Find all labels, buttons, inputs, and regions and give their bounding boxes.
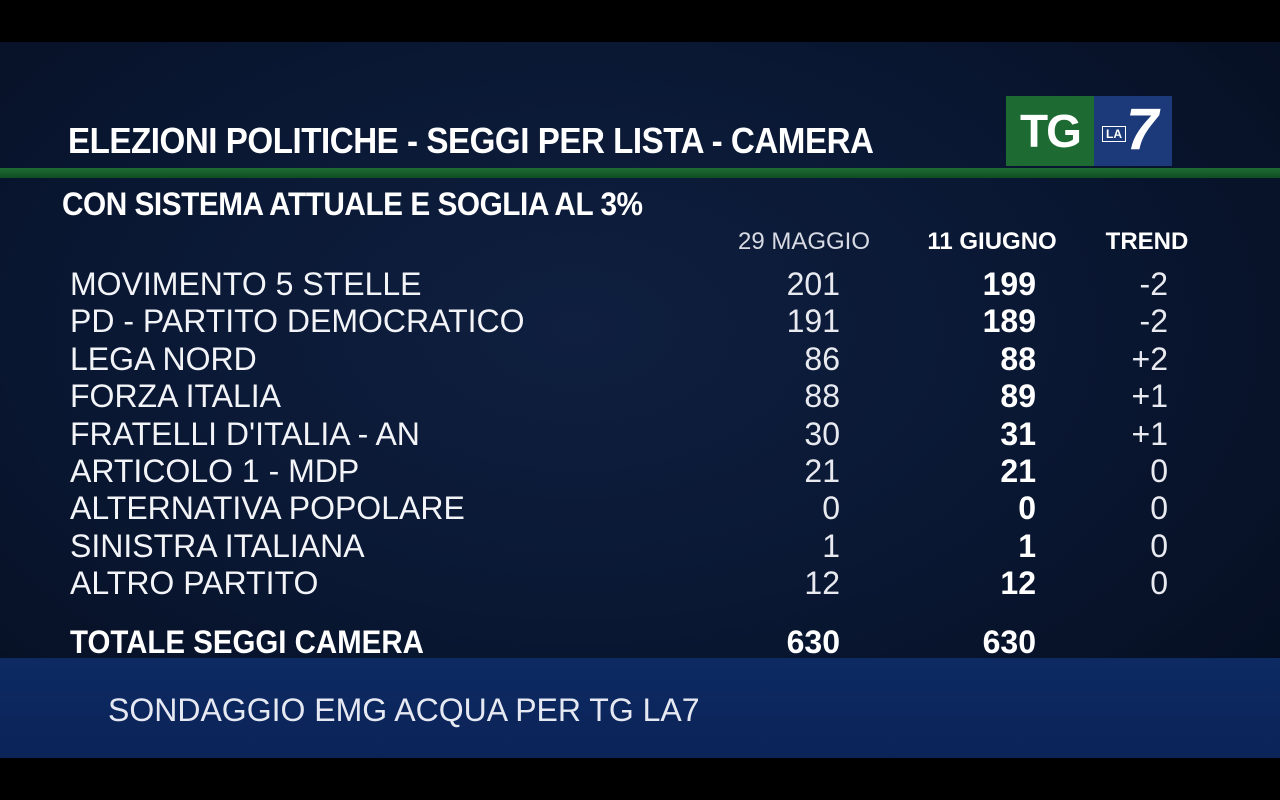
column-header-trend: TREND [1105,228,1189,255]
seats-date1: 191 [786,303,840,340]
party-name: FRATELLI D'ITALIA - AN [70,415,420,452]
logo-la7: LA 7 [1094,96,1172,166]
total-date1: 630 [786,624,840,660]
seats-trend: +2 [1131,340,1168,377]
party-name: LEGA NORD [70,340,257,377]
page-title: ELEZIONI POLITICHE - SEGGI PER LISTA - C… [68,120,874,161]
table-row: ALTRO PARTITO 12 12 0 [0,565,1280,602]
table-row: LEGA NORD 86 88 +2 [0,341,1280,378]
table-row: FORZA ITALIA 88 89 +1 [0,378,1280,415]
table-row: ARTICOLO 1 - MDP 21 21 0 [0,453,1280,490]
letterbox-bottom [0,758,1280,800]
table-row: SINISTRA ITALIANA 1 1 0 [0,528,1280,565]
seats-trend: -2 [1139,303,1168,340]
seats-date1: 21 [804,452,840,489]
party-name: PD - PARTITO DEMOCRATICO [70,303,525,340]
party-name: SINISTRA ITALIANA [70,527,365,564]
seats-table: MOVIMENTO 5 STELLE 201 199 -2 PD - PARTI… [0,266,1280,603]
table-row: FRATELLI D'ITALIA - AN 30 31 +1 [0,416,1280,453]
seats-date1: 88 [804,378,840,415]
seats-date1: 30 [804,415,840,452]
seats-trend: -2 [1139,266,1168,302]
seats-trend: 0 [1150,565,1168,602]
seats-date1: 1 [822,527,840,564]
logo-tg: TG [1006,96,1094,166]
seats-trend: +1 [1131,415,1168,452]
seats-trend: 0 [1150,527,1168,564]
seats-trend: +1 [1131,378,1168,415]
seats-date1: 201 [786,266,840,302]
subtitle: CON SISTEMA ATTUALE E SOGLIA AL 3% [62,186,643,222]
party-name: ARTICOLO 1 - MDP [70,452,360,489]
source-caption: SONDAGGIO EMG ACQUA PER TG LA7 [108,692,700,728]
seats-trend: 0 [1150,452,1168,489]
column-header-date2: 11 GIUGNO [927,228,1057,255]
total-label: TOTALE SEGGI CAMERA [70,624,424,660]
seats-date2: 31 [1000,415,1036,452]
column-header-date1: 29 MAGGIO [737,228,871,255]
seats-date2: 1 [1018,527,1036,564]
seats-date2: 21 [1000,452,1036,489]
tg-la7-logo: TG LA 7 [1006,96,1172,166]
letterbox-top [0,0,1280,42]
table-row: PD - PARTITO DEMOCRATICO 191 189 -2 [0,303,1280,340]
seats-date2: 12 [1000,565,1036,602]
total-row: TOTALE SEGGI CAMERA 630 630 [0,622,1280,662]
logo-seven: 7 [1126,97,1159,162]
seats-trend: 0 [1150,490,1168,527]
table-row: ALTERNATIVA POPOLARE 0 0 0 [0,490,1280,527]
party-name: ALTERNATIVA POPOLARE [70,490,465,527]
party-name: MOVIMENTO 5 STELLE [70,266,422,302]
party-name: ALTRO PARTITO [70,565,319,602]
broadcast-screen: ELEZIONI POLITICHE - SEGGI PER LISTA - C… [0,42,1280,758]
seats-date1: 12 [804,565,840,602]
party-name: FORZA ITALIA [70,378,281,415]
seats-date2: 89 [1000,378,1036,415]
logo-la: LA [1102,126,1126,142]
seats-date1: 86 [804,340,840,377]
total-date2: 630 [982,624,1036,660]
seats-date2: 88 [1000,340,1036,377]
seats-date2: 189 [982,303,1036,340]
seats-date2: 0 [1018,490,1036,527]
source-band [0,658,1280,758]
green-divider [0,168,1280,178]
seats-date1: 0 [822,490,840,527]
table-row: MOVIMENTO 5 STELLE 201 199 -2 [0,266,1280,303]
seats-date2: 199 [982,266,1036,302]
